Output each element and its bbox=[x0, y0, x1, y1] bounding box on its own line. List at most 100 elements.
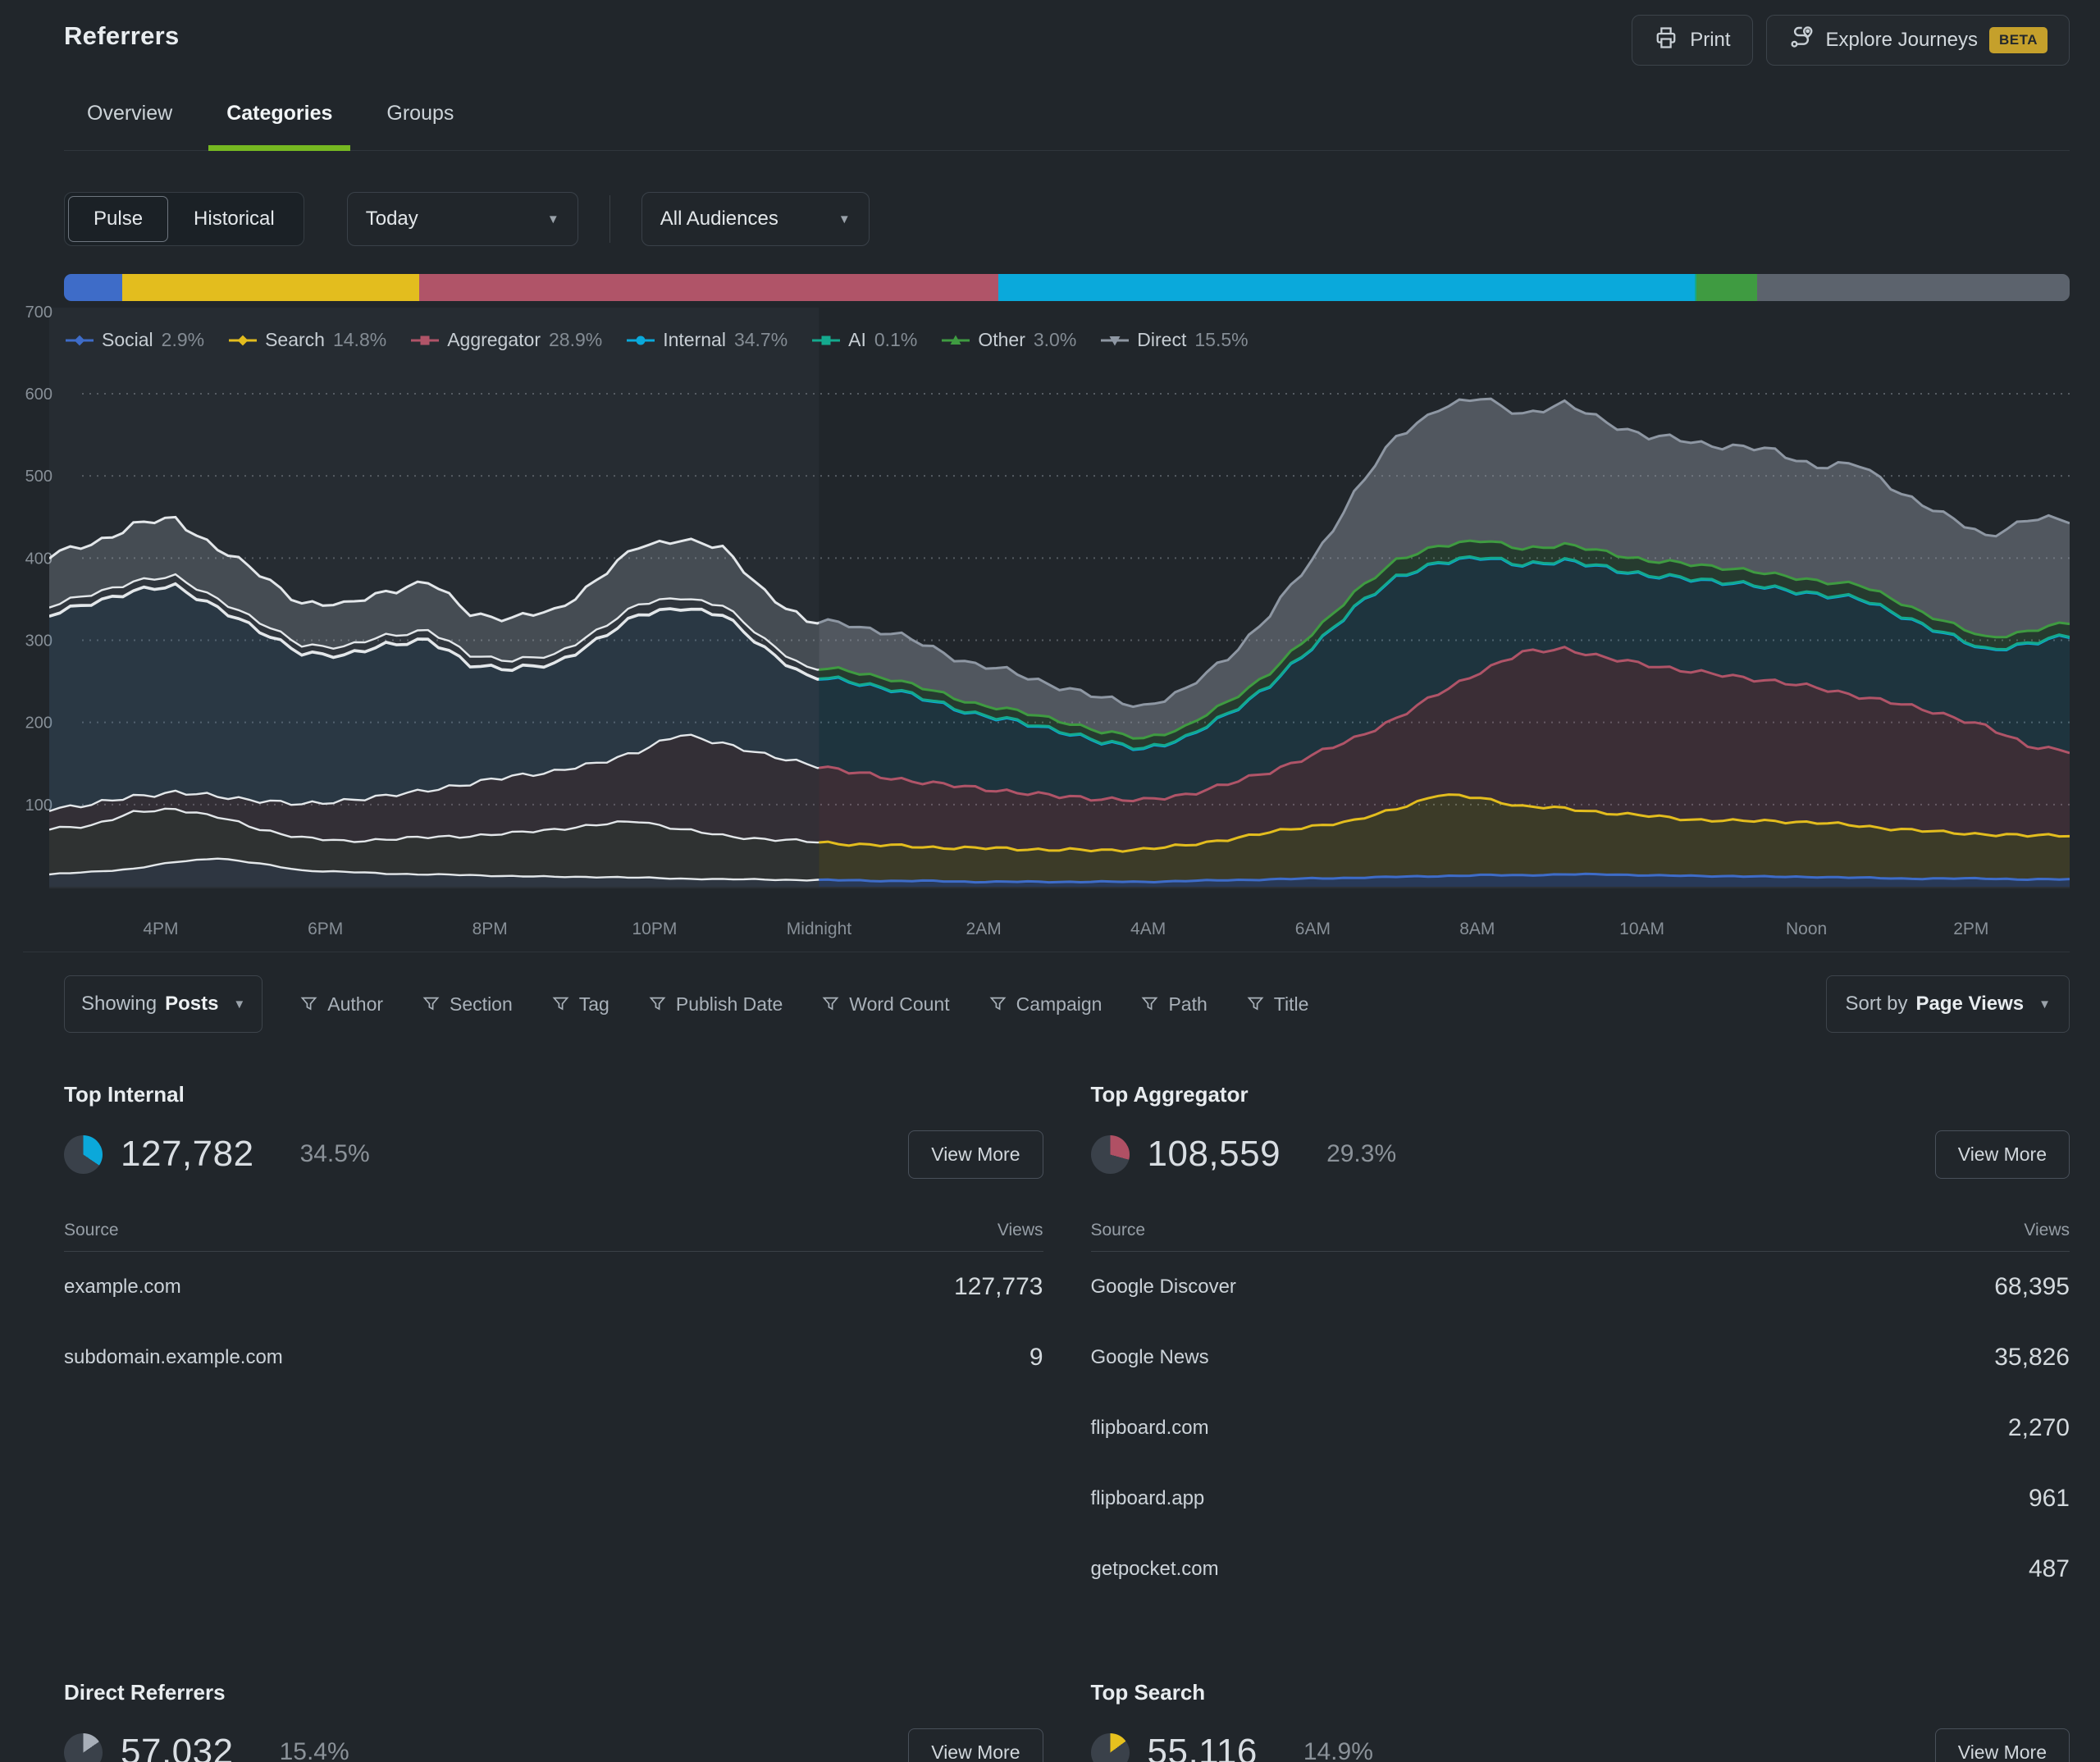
table-row[interactable]: example.com127,773 bbox=[64, 1252, 1043, 1322]
filter-chip-label: Word Count bbox=[849, 993, 949, 1016]
section-top-aggregator: Top Aggregator108,55929.3%View MoreSourc… bbox=[1091, 1082, 2070, 1605]
mode-pulse-button[interactable]: Pulse bbox=[68, 196, 168, 242]
explore-journeys-label: Explore Journeys bbox=[1826, 29, 1978, 52]
legend-name: Search bbox=[265, 329, 325, 351]
y-axis-label: 100 bbox=[25, 797, 52, 815]
x-axis-label: 10PM bbox=[632, 920, 677, 938]
table-row[interactable]: flipboard.app961 bbox=[1091, 1463, 2070, 1534]
referrers-stacked-area-chart[interactable]: 7006005004003002001004PM6PM8PM10PMMidnig… bbox=[23, 301, 2070, 952]
tab-bar: Overview Categories Groups bbox=[64, 102, 2070, 151]
journeys-icon bbox=[1788, 25, 1815, 57]
filter-chip-tag[interactable]: Tag bbox=[552, 993, 609, 1016]
section-title: Top Internal bbox=[64, 1082, 1043, 1107]
bar-segment-other bbox=[1696, 274, 1756, 301]
audience-value: All Audiences bbox=[660, 208, 778, 231]
legend-item-social[interactable]: Social 2.9% bbox=[66, 329, 204, 351]
legend-percent: 14.8% bbox=[333, 329, 386, 351]
table-row[interactable]: Google Discover68,395 bbox=[1091, 1252, 2070, 1322]
x-axis-label: 2AM bbox=[966, 920, 1002, 938]
funnel-icon bbox=[300, 996, 317, 1013]
row-source: flipboard.app bbox=[1091, 1487, 1205, 1510]
x-axis-label: 6PM bbox=[308, 920, 343, 938]
legend-name: AI bbox=[848, 329, 866, 351]
sort-dropdown[interactable]: Sort by Page Views ▼ bbox=[1826, 975, 2070, 1033]
chevron-down-icon: ▼ bbox=[2038, 997, 2051, 1011]
header-actions: Print Explore Journeys BETA bbox=[1632, 15, 2070, 66]
filter-chip-label: Tag bbox=[579, 993, 609, 1016]
filter-chip-path[interactable]: Path bbox=[1141, 993, 1207, 1016]
legend-name: Social bbox=[102, 329, 153, 351]
referrer-composition-bar[interactable] bbox=[64, 274, 2070, 301]
x-axis-label: Midnight bbox=[787, 920, 852, 938]
view-more-button[interactable]: View More bbox=[908, 1130, 1043, 1179]
x-axis-label: 8PM bbox=[472, 920, 508, 938]
page-title: Referrers bbox=[64, 15, 180, 51]
x-axis-label: 6AM bbox=[1295, 920, 1331, 938]
funnel-icon bbox=[422, 996, 440, 1013]
section-top-internal: Top Internal 127,78234.5%View More SourceV… bbox=[64, 1082, 1043, 1605]
table-row[interactable]: subdomain.example.com 9 bbox=[64, 1322, 1043, 1393]
showing-dropdown[interactable]: Showing Posts ▼ bbox=[64, 975, 262, 1033]
mode-historical-button[interactable]: Historical bbox=[168, 196, 300, 242]
legend-item-search[interactable]: Search 14.8% bbox=[229, 329, 386, 351]
circle-marker-icon bbox=[627, 333, 655, 348]
section-percent: 29.3% bbox=[1326, 1140, 1396, 1168]
filter-chip-word-count[interactable]: Word Count bbox=[822, 993, 949, 1016]
chart-legend: Social 2.9% Search 14.8% Aggregator28.9% Inte… bbox=[66, 329, 1249, 351]
tab-groups[interactable]: Groups bbox=[386, 102, 454, 150]
row-source: subdomain.example.com bbox=[64, 1346, 283, 1369]
table-row[interactable]: Google News35,826 bbox=[1091, 1322, 2070, 1393]
square-marker-icon bbox=[411, 333, 439, 348]
row-views: 2,270 bbox=[2008, 1414, 2070, 1442]
section-title: Top Aggregator bbox=[1091, 1082, 2070, 1107]
legend-item-direct[interactable]: Direct15.5% bbox=[1101, 329, 1248, 351]
table-header: SourceViews bbox=[64, 1221, 1043, 1252]
legend-percent: 28.9% bbox=[549, 329, 602, 351]
chevron-down-icon: ▼ bbox=[547, 212, 559, 226]
print-icon bbox=[1654, 25, 1678, 56]
beta-badge: BETA bbox=[1989, 27, 2048, 53]
view-more-button[interactable]: View More bbox=[908, 1728, 1043, 1762]
filter-chip-title[interactable]: Title bbox=[1247, 993, 1309, 1016]
filter-chip-publish-date[interactable]: Publish Date bbox=[649, 993, 783, 1016]
bar-segment-aggregator bbox=[419, 274, 999, 301]
section-stats: 127,78234.5%View More bbox=[64, 1122, 1043, 1186]
square-marker-icon bbox=[812, 333, 840, 348]
x-axis-label: 4AM bbox=[1130, 920, 1166, 938]
date-range-dropdown[interactable]: Today ▼ bbox=[347, 192, 578, 246]
section-total-views: 57,032 bbox=[121, 1732, 234, 1762]
legend-item-other[interactable]: Other3.0% bbox=[942, 329, 1076, 351]
showing-prefix: Showing bbox=[81, 993, 157, 1016]
diamond-marker-icon bbox=[66, 333, 94, 348]
pie-chart-icon bbox=[1091, 1733, 1130, 1762]
row-views: 487 bbox=[2029, 1555, 2070, 1583]
legend-item-internal[interactable]: Internal34.7% bbox=[627, 329, 788, 351]
filter-chip-campaign[interactable]: Campaign bbox=[989, 993, 1102, 1016]
table-header: SourceViews bbox=[1091, 1221, 2070, 1252]
filter-chip-author[interactable]: Author bbox=[300, 993, 383, 1016]
filter-chip-label: Author bbox=[327, 993, 383, 1016]
print-button[interactable]: Print bbox=[1632, 15, 1752, 66]
legend-item-ai[interactable]: AI0.1% bbox=[812, 329, 917, 351]
tab-categories[interactable]: Categories bbox=[226, 102, 332, 150]
view-more-button[interactable]: View More bbox=[1935, 1130, 2070, 1179]
tab-overview[interactable]: Overview bbox=[87, 102, 172, 150]
bar-segment-internal bbox=[998, 274, 1694, 301]
y-axis-label: 500 bbox=[25, 468, 52, 486]
filter-chip-label: Campaign bbox=[1016, 993, 1102, 1016]
row-views: 9 bbox=[1029, 1344, 1043, 1372]
row-source: Google News bbox=[1091, 1346, 1209, 1369]
audience-dropdown[interactable]: All Audiences ▼ bbox=[641, 192, 870, 246]
legend-item-aggregator[interactable]: Aggregator28.9% bbox=[411, 329, 602, 351]
row-views: 127,773 bbox=[954, 1273, 1043, 1301]
table-row[interactable]: flipboard.com2,270 bbox=[1091, 1393, 2070, 1463]
legend-percent: 3.0% bbox=[1034, 329, 1076, 351]
table-row[interactable]: getpocket.com487 bbox=[1091, 1534, 2070, 1605]
explore-journeys-button[interactable]: Explore Journeys BETA bbox=[1766, 15, 2070, 66]
pie-chart-icon bbox=[64, 1733, 103, 1762]
filter-chip-label: Path bbox=[1168, 993, 1207, 1016]
filter-chip-section[interactable]: Section bbox=[422, 993, 513, 1016]
view-more-button[interactable]: View More bbox=[1935, 1728, 2070, 1762]
sort-value: Page Views bbox=[1916, 993, 2025, 1016]
legend-percent: 2.9% bbox=[162, 329, 204, 351]
